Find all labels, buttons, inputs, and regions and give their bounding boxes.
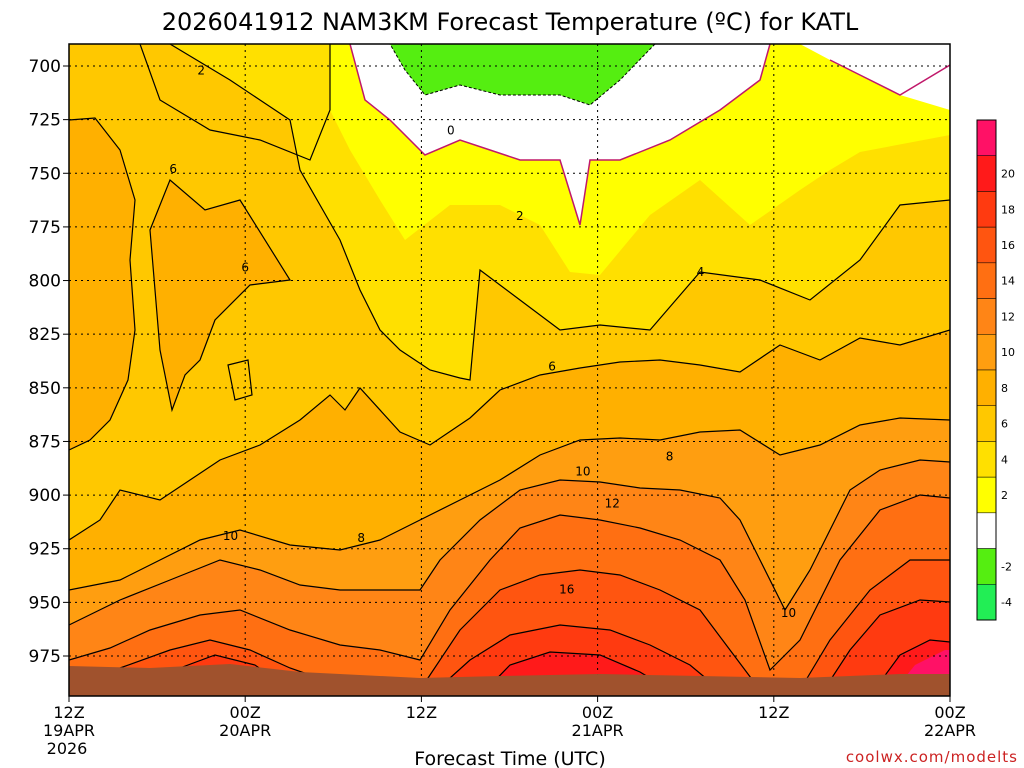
x-axis-label: Forecast Time (UTC) [414, 748, 605, 768]
isoline-pocket [149, 178, 292, 413]
contour-label: 0 [447, 123, 455, 137]
y-tick-label: 750 [29, 164, 61, 184]
isoline-west [69, 117, 136, 451]
credit-text: coolwx.com/modelts [846, 748, 1018, 766]
colorbar-swatch [976, 584, 997, 621]
colorbar-swatch [976, 191, 997, 228]
colorbar-label: -4 [1001, 596, 1012, 609]
field-6-8-west [69, 118, 135, 450]
y-tick-label: 800 [29, 272, 61, 292]
contour-label: 4 [697, 265, 705, 279]
contour-label: 2 [197, 63, 205, 77]
field-below-minus2 [389, 44, 656, 106]
y-tick-label: 875 [29, 432, 61, 452]
colorbar-label: 10 [1001, 346, 1015, 359]
isoline-8 [69, 459, 950, 626]
colorbar-label: 14 [1001, 275, 1015, 288]
colorbar-swatch [976, 262, 997, 299]
y-tick-label: 775 [29, 218, 61, 238]
isoline-10 [69, 494, 950, 672]
colorbar-label: -2 [1001, 560, 1012, 573]
colorbar-swatch [976, 155, 997, 192]
colorbar-swatch [976, 226, 997, 264]
contour-label: 10 [575, 464, 590, 478]
field-6-8-pocket [150, 180, 290, 410]
y-tick-label: 925 [29, 540, 61, 560]
field-14-16 [69, 560, 950, 696]
y-tick-label: 725 [29, 111, 61, 131]
contour-label: 8 [666, 449, 674, 463]
colorbar-swatch [976, 119, 997, 156]
isoline-zero-magenta [349, 44, 950, 226]
y-axis: 700 725 750 775 800 825 850 875 900 925 950 975 [29, 57, 69, 667]
contour-label: 6 [548, 359, 556, 373]
contour-fields [69, 44, 950, 696]
y-tick-label: 900 [29, 486, 61, 506]
plot-frame [68, 43, 951, 697]
x-tick-label: 12Z [406, 703, 437, 722]
colorbar-label: 16 [1001, 239, 1015, 252]
x-tick-label: 20APR [219, 721, 271, 740]
grid [69, 44, 950, 696]
contour-label: 16 [559, 582, 574, 596]
colorbar-swatch [976, 334, 997, 371]
y-tick-label: 700 [29, 57, 61, 77]
x-tick-label: 00Z [934, 703, 965, 722]
x-tick-label: 19APR [43, 721, 95, 740]
colorbar-label: 2 [1001, 489, 1008, 502]
contour-labels: 2 6 6 0 2 4 6 8 10 12 10 8 16 10 [169, 63, 796, 620]
x-tick-label: 2026 [47, 739, 88, 758]
colorbar-swatch [976, 298, 997, 335]
x-tick-label: 12Z [758, 703, 789, 722]
x-tick-label: 22APR [924, 721, 976, 740]
field-16-18 [150, 600, 950, 696]
isoline-6 [69, 417, 950, 591]
x-tick-label: 21APR [572, 721, 624, 740]
contour-label: 8 [357, 531, 365, 545]
x-tick-label: 00Z [582, 703, 613, 722]
y-tick-label: 850 [29, 379, 61, 399]
colorbar-swatch [976, 548, 997, 585]
isoline-2 [169, 44, 950, 381]
ground [69, 664, 950, 696]
colorbar-swatch [976, 369, 997, 406]
isolines [69, 44, 950, 696]
contour-label: 12 [605, 497, 620, 511]
colorbar: 20 18 16 14 12 10 8 6 4 2 -2 -4 [976, 119, 1015, 621]
colorbar-label: 12 [1001, 310, 1015, 323]
colorbar-swatch [976, 476, 997, 514]
colorbar-label: 6 [1001, 418, 1008, 431]
colorbar-swatch [976, 441, 997, 478]
colorbar-frame [976, 119, 997, 621]
x-tick-label: 12Z [53, 703, 84, 722]
y-tick-label: 975 [29, 647, 61, 667]
isoline-blob [227, 359, 253, 401]
y-tick-label: 950 [29, 593, 61, 613]
colorbar-swatch [976, 512, 997, 549]
contour-label: 6 [169, 162, 177, 176]
colorbar-label: 20 [1001, 168, 1015, 181]
colorbar-label: 18 [1001, 203, 1015, 216]
colorbar-swatch [976, 405, 997, 442]
colorbar-label: 4 [1001, 453, 1008, 466]
chart-title: 2026041912 NAM3KM Forecast Temperature (… [162, 8, 859, 36]
colorbar-label: 8 [1001, 382, 1008, 395]
contour-label: 6 [241, 261, 249, 275]
isoline-4 [69, 329, 950, 541]
y-tick-label: 825 [29, 325, 61, 345]
contour-label: 2 [516, 209, 524, 223]
contour-label: 10 [781, 606, 796, 620]
x-tick-label: 00Z [230, 703, 261, 722]
isoline-0 [139, 44, 331, 161]
contour-label: 10 [223, 529, 238, 543]
